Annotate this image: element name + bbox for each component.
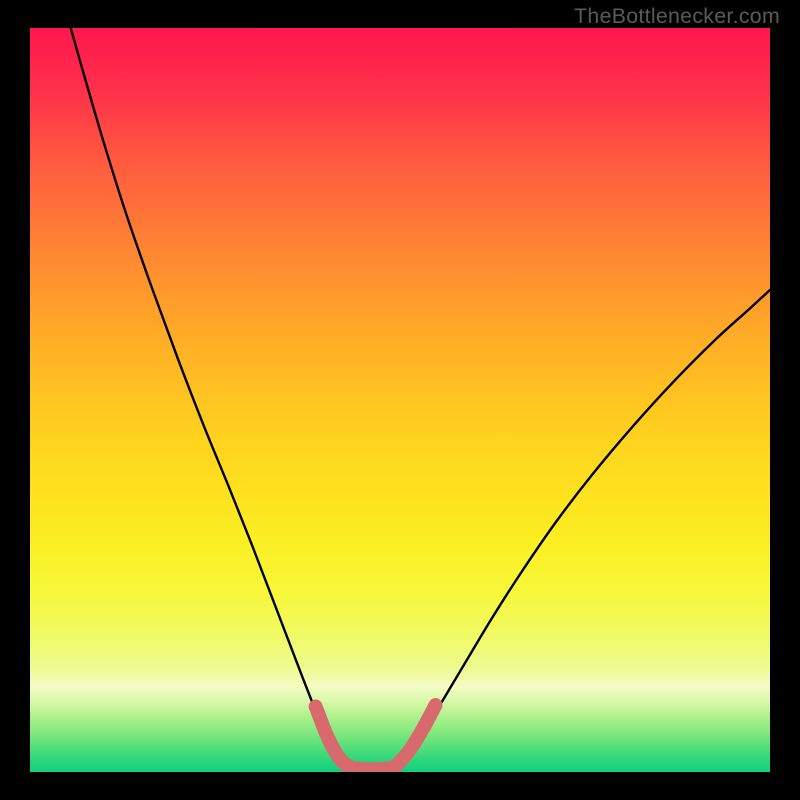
curve-main	[71, 28, 770, 771]
chart-container: TheBottlenecker.com	[0, 0, 800, 800]
watermark-text: TheBottlenecker.com	[574, 4, 780, 29]
bottleneck-curve	[30, 28, 770, 772]
plot-frame	[30, 28, 770, 772]
curve-highlight	[316, 705, 436, 769]
